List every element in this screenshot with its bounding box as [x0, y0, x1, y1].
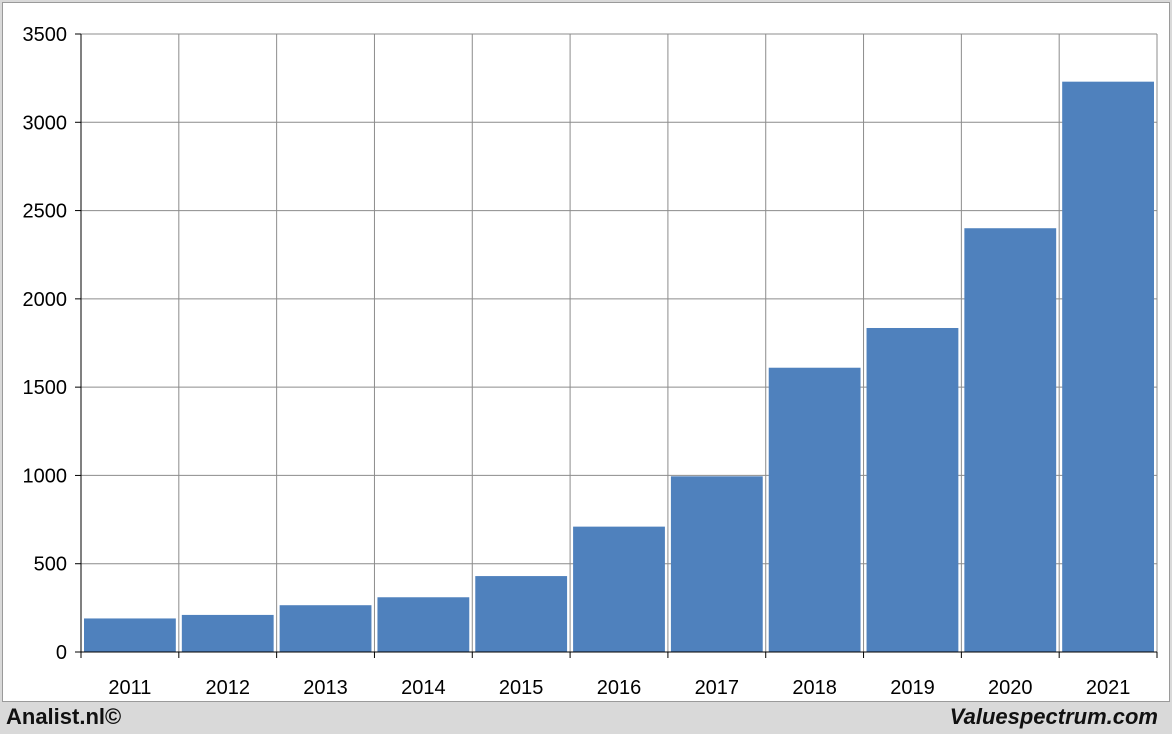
- x-tick-label: 2015: [499, 677, 544, 699]
- bar-2017: [670, 476, 763, 652]
- bar-2019: [866, 327, 959, 652]
- x-tick-label: 2020: [988, 677, 1033, 699]
- footer-source-left: Analist.nl©: [6, 704, 122, 729]
- bar-2011: [84, 618, 176, 652]
- footer-source-right: Valuespectrum.com: [949, 704, 1158, 729]
- bar-2016: [573, 526, 665, 652]
- bar-2020: [964, 228, 1057, 652]
- x-tick-label: 2021: [1086, 677, 1131, 699]
- bars: [84, 81, 1154, 652]
- y-tick-label: 500: [34, 554, 67, 576]
- bar-2021: [1062, 81, 1154, 652]
- axes: [75, 33, 1158, 658]
- y-tick-label: 2000: [23, 289, 68, 311]
- x-tick-label: 2018: [792, 677, 837, 699]
- y-tick-label: 3000: [23, 112, 68, 134]
- bar-2014: [377, 597, 470, 652]
- bar-2018: [768, 367, 861, 652]
- bar-2015: [475, 576, 568, 652]
- grid: [80, 33, 1158, 653]
- x-tick-label: 2012: [205, 677, 250, 699]
- x-tick-label: 2019: [890, 677, 935, 699]
- x-tick-label: 2014: [401, 677, 446, 699]
- y-tick-label: 3500: [23, 24, 68, 46]
- x-tick-label: 2013: [303, 677, 348, 699]
- x-tick-labels: 2011 2012 2013 2014 2015 2016 2017 2018 2019 2020…: [108, 677, 1130, 699]
- x-tick-label: 2017: [695, 677, 740, 699]
- chart-frame: 0 500 1000 1500 2000 2500 3000 3500 2011 2012 201…: [2, 2, 1170, 702]
- y-tick-labels: 0 500 1000 1500 2000 2500 3000 3500: [23, 24, 68, 664]
- y-tick-label: 0: [56, 642, 67, 664]
- bar-2012: [181, 614, 274, 652]
- x-tick-label: 2011: [108, 677, 151, 699]
- y-tick-label: 1000: [23, 465, 68, 487]
- y-tick-label: 2500: [23, 201, 68, 223]
- bar-2013: [279, 605, 372, 652]
- y-tick-label: 1500: [23, 377, 68, 399]
- x-tick-label: 2016: [597, 677, 642, 699]
